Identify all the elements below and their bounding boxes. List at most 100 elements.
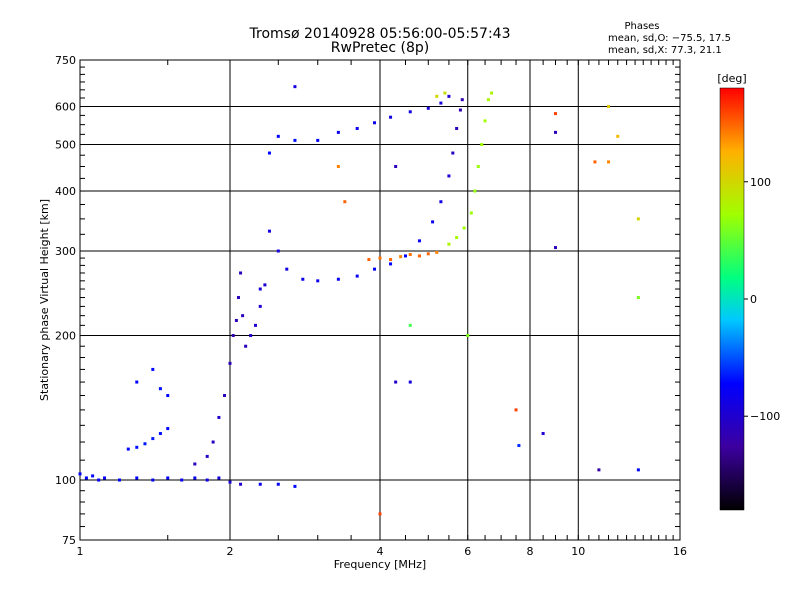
data-point	[97, 478, 101, 482]
data-point	[408, 323, 412, 327]
x-tick-label: 2	[227, 545, 234, 558]
data-point	[455, 126, 459, 130]
data-point	[486, 98, 490, 102]
data-point	[616, 134, 620, 138]
data-point	[466, 334, 470, 338]
data-point	[151, 367, 155, 371]
data-point	[541, 432, 545, 436]
colorbar-tick-label: −100	[750, 410, 780, 423]
data-point	[367, 258, 371, 262]
data-point	[276, 134, 280, 138]
colorbar-tick-label: 0	[750, 293, 757, 306]
data-point	[443, 91, 447, 95]
data-point	[514, 408, 518, 412]
data-point	[408, 380, 412, 384]
data-point	[389, 262, 393, 266]
x-tick-label: 1	[77, 545, 84, 558]
data-point	[180, 478, 184, 482]
data-point	[241, 314, 245, 318]
data-point	[276, 482, 280, 486]
data-point	[193, 462, 197, 466]
data-point	[211, 440, 215, 444]
data-point	[316, 279, 320, 283]
data-point	[593, 160, 597, 164]
data-point	[607, 105, 611, 109]
x-tick-label: 10	[571, 545, 585, 558]
data-point	[447, 174, 451, 178]
data-point	[431, 220, 435, 224]
data-point	[458, 108, 462, 112]
data-point	[258, 482, 262, 486]
y-tick-label: 75	[62, 534, 76, 547]
data-point	[417, 239, 421, 243]
data-point	[435, 94, 439, 98]
data-point	[476, 164, 480, 168]
x-tick-label: 8	[527, 545, 534, 558]
stats-header: Phases	[624, 21, 659, 32]
data-point	[293, 138, 297, 142]
data-point	[408, 110, 412, 114]
x-tick-label: 6	[464, 545, 471, 558]
data-points	[78, 85, 640, 516]
data-point	[91, 474, 95, 478]
data-point	[389, 115, 393, 119]
data-point	[249, 334, 253, 338]
data-point	[636, 217, 640, 221]
y-tick-label: 600	[55, 101, 76, 114]
data-point	[253, 323, 257, 327]
data-point	[439, 200, 443, 204]
data-point	[373, 267, 377, 271]
data-point	[151, 478, 155, 482]
data-point	[394, 380, 398, 384]
data-point	[78, 472, 82, 476]
data-point	[473, 189, 477, 193]
data-point	[378, 512, 382, 516]
chart-title: Tromsø 20140928 05:56:00-05:57:43	[249, 26, 511, 42]
data-point	[355, 274, 359, 278]
data-point	[293, 484, 297, 488]
y-tick-label: 300	[55, 245, 76, 258]
data-point	[355, 126, 359, 130]
data-point	[447, 94, 451, 98]
data-point	[267, 229, 271, 233]
data-point	[597, 468, 601, 472]
data-point	[316, 138, 320, 142]
data-point	[117, 478, 121, 482]
data-point	[263, 283, 267, 287]
data-point	[403, 254, 407, 258]
grid-lines	[80, 60, 680, 540]
data-point	[205, 478, 209, 482]
data-point	[469, 211, 473, 215]
data-point	[103, 476, 107, 480]
data-point	[607, 160, 611, 164]
data-point	[135, 476, 139, 480]
data-point	[258, 287, 262, 291]
y-tick-label: 400	[55, 185, 76, 198]
data-point	[408, 253, 412, 257]
data-point	[166, 476, 170, 480]
data-point	[336, 164, 340, 168]
data-point	[343, 200, 347, 204]
data-point	[205, 454, 209, 458]
y-tick-label: 750	[55, 54, 76, 67]
data-point	[636, 468, 640, 472]
data-point	[417, 254, 421, 258]
x-axis-label: Frequency [MHz]	[334, 558, 426, 571]
data-point	[435, 250, 439, 254]
stats-x-line: mean, sd,X: 77.3, 21.1	[608, 45, 722, 56]
colorbar	[719, 87, 745, 511]
y-tick-label: 500	[55, 139, 76, 152]
data-point	[451, 151, 455, 155]
chart-subtitle: RwPretec (8p)	[331, 40, 429, 56]
data-point	[267, 151, 271, 155]
colorbar-ticks: 100 0 −100	[744, 176, 780, 423]
data-point	[135, 445, 139, 449]
x-tick-label: 4	[377, 545, 384, 558]
data-point	[126, 447, 130, 451]
data-point	[239, 482, 243, 486]
data-point	[143, 442, 147, 446]
data-point	[462, 226, 466, 230]
data-point	[228, 361, 232, 365]
data-point	[447, 242, 451, 246]
